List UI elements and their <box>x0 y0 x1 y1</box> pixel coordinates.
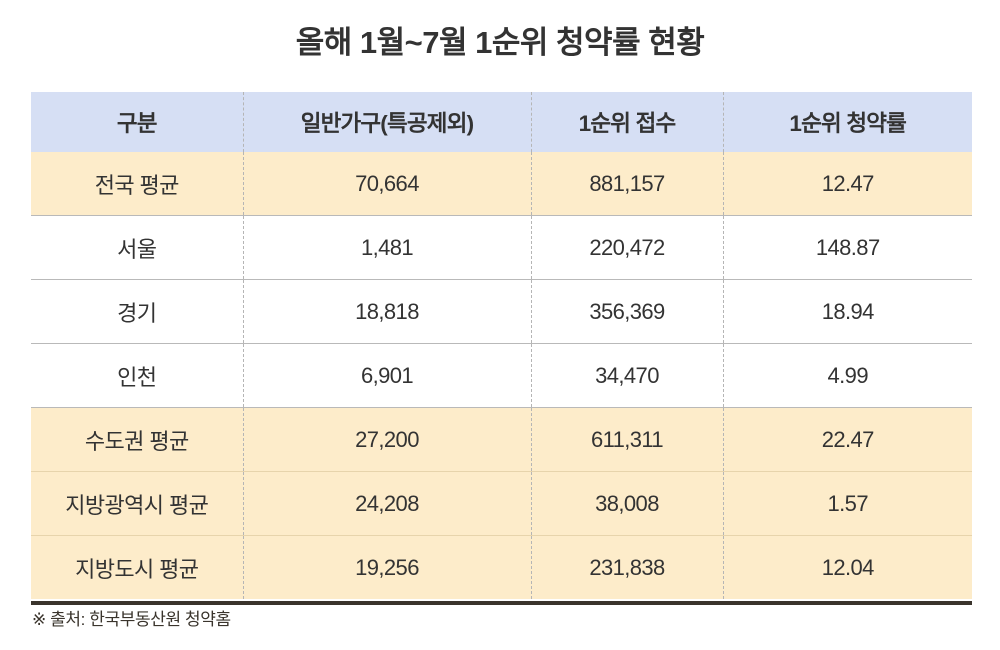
cell-general-households: 70,664 <box>242 152 531 216</box>
cell-rate: 148.87 <box>722 215 972 280</box>
cell-general-households: 24,208 <box>242 471 531 536</box>
row-label: 지방광역시 평균 <box>31 471 243 536</box>
table-row: 인천 6,901 34,470 4.99 <box>31 343 972 408</box>
table-row: 지방광역시 평균 24,208 38,008 1.57 <box>31 471 972 536</box>
subscription-rate-table: 구분 일반가구(특공제외) 1순위 접수 1순위 청약률 전국 평균 70,66… <box>31 92 972 599</box>
cell-applications: 34,470 <box>530 343 723 408</box>
subscription-rate-table-wrapper: 구분 일반가구(특공제외) 1순위 접수 1순위 청약률 전국 평균 70,66… <box>31 92 972 599</box>
cell-applications: 881,157 <box>530 152 723 216</box>
cell-applications: 231,838 <box>530 535 723 599</box>
row-label: 서울 <box>31 215 243 280</box>
cell-rate: 22.47 <box>722 407 972 472</box>
cell-rate: 1.57 <box>722 471 972 536</box>
table-header-row: 구분 일반가구(특공제외) 1순위 접수 1순위 청약률 <box>31 92 972 152</box>
column-header-category: 구분 <box>31 92 243 152</box>
cell-general-households: 1,481 <box>242 215 531 280</box>
row-label: 경기 <box>31 279 243 344</box>
table-row: 전국 평균 70,664 881,157 12.47 <box>31 152 972 216</box>
table-row: 수도권 평균 27,200 611,311 22.47 <box>31 407 972 472</box>
row-label: 전국 평균 <box>31 152 243 216</box>
table-row: 서울 1,481 220,472 148.87 <box>31 215 972 280</box>
table-row: 경기 18,818 356,369 18.94 <box>31 279 972 344</box>
cell-rate: 12.04 <box>722 535 972 599</box>
cell-applications: 611,311 <box>530 407 723 472</box>
cell-general-households: 6,901 <box>242 343 531 408</box>
cell-applications: 38,008 <box>530 471 723 536</box>
row-label: 지방도시 평균 <box>31 535 243 599</box>
cell-general-households: 27,200 <box>242 407 531 472</box>
cell-general-households: 19,256 <box>242 535 531 599</box>
table-body: 전국 평균 70,664 881,157 12.47 서울 1,481 220,… <box>31 152 972 599</box>
row-label: 인천 <box>31 343 243 408</box>
column-header-rate: 1순위 청약률 <box>722 92 972 152</box>
table-bottom-rule <box>31 601 972 605</box>
cell-rate: 18.94 <box>722 279 972 344</box>
table-header: 구분 일반가구(특공제외) 1순위 접수 1순위 청약률 <box>31 92 972 152</box>
column-header-general-households: 일반가구(특공제외) <box>242 92 531 152</box>
row-label: 수도권 평균 <box>31 407 243 472</box>
table-row: 지방도시 평균 19,256 231,838 12.04 <box>31 535 972 599</box>
source-note: ※ 출처: 한국부동산원 청약홈 <box>32 610 231 629</box>
cell-general-households: 18,818 <box>242 279 531 344</box>
cell-rate: 4.99 <box>722 343 972 408</box>
cell-applications: 356,369 <box>530 279 723 344</box>
page-title: 올해 1월~7월 1순위 청약률 현황 <box>295 25 705 60</box>
cell-applications: 220,472 <box>530 215 723 280</box>
column-header-applications: 1순위 접수 <box>530 92 723 152</box>
cell-rate: 12.47 <box>722 152 972 216</box>
